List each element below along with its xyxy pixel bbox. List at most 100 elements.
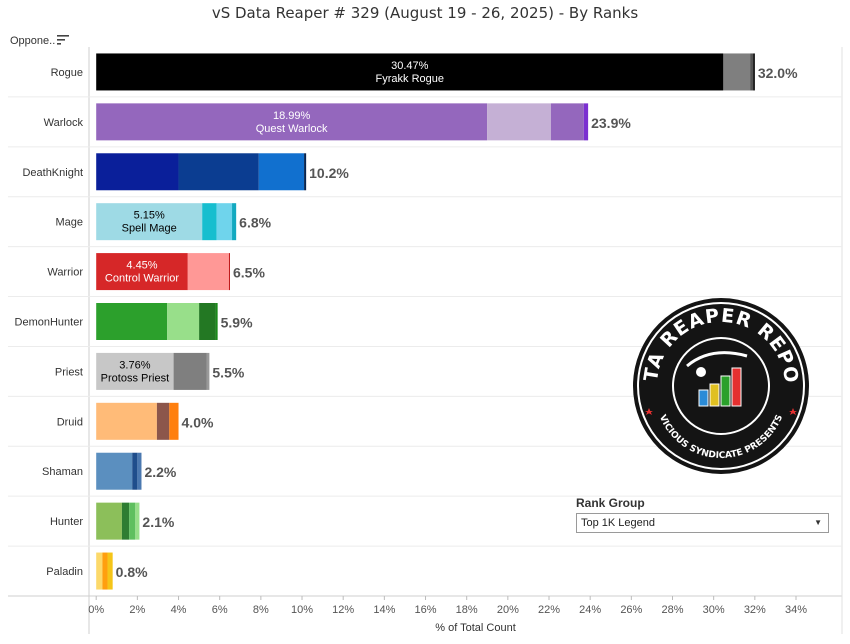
segment-percent-label: 4.45% [126, 260, 157, 272]
segment-deck-label: Quest Warlock [256, 123, 328, 135]
logo-star-right-icon [789, 408, 797, 415]
x-tick-label: 32% [744, 604, 766, 616]
bar-segment [304, 153, 307, 191]
bar-segment [96, 53, 724, 91]
sort-descending-icon[interactable] [57, 34, 69, 46]
bar-segment [583, 103, 589, 141]
bar-segment [750, 53, 754, 91]
bar-segment [96, 303, 168, 340]
x-axis-title: % of Total Count [435, 622, 516, 634]
segment-deck-label: Control Warrior [105, 273, 179, 285]
x-tick-label: 22% [538, 604, 560, 616]
x-tick-label: 0% [88, 604, 104, 616]
bar-segment [187, 253, 229, 291]
category-label: Hunter [50, 516, 83, 528]
logo-outer-border [637, 302, 805, 470]
logo-bar-icon [709, 383, 720, 407]
rank-group-label: Rank Group [576, 496, 645, 510]
bar-total-label: 5.5% [212, 364, 244, 380]
bar-segment [167, 303, 200, 340]
bar-segment [96, 153, 179, 191]
bar-total-label: 6.5% [233, 265, 265, 281]
segment-deck-label: Spell Mage [122, 223, 177, 235]
x-tick-label: 16% [415, 604, 437, 616]
rank-group-selected: Top 1K Legend [581, 517, 656, 529]
segment-percent-label: 18.99% [273, 110, 311, 122]
bar-segment [723, 53, 751, 91]
segment-percent-label: 30.47% [391, 60, 429, 72]
x-tick-label: 34% [785, 604, 807, 616]
bar-segment [129, 502, 136, 540]
x-tick-label: 4% [171, 604, 187, 616]
rank-group-select[interactable]: Top 1K Legend ▼ [576, 513, 829, 533]
bar-segment [169, 402, 179, 440]
bar-segment [96, 103, 488, 141]
bar-total-label: 4.0% [182, 414, 214, 430]
chart-title: vS Data Reaper # 329 (August 19 - 26, 20… [211, 4, 639, 22]
segment-percent-label: 3.76% [119, 359, 150, 371]
bar-segment [132, 452, 138, 490]
bar-segment [107, 552, 113, 590]
bar-segment [178, 153, 259, 191]
bar-segment [215, 303, 218, 340]
x-tick-label: 28% [661, 604, 683, 616]
bar-segment [156, 402, 170, 440]
segment-deck-label: Fyrakk Rogue [376, 73, 444, 85]
bar-segment [135, 502, 140, 540]
bar-segment [96, 203, 203, 241]
x-tick-label: 14% [373, 604, 395, 616]
bar-segment [753, 53, 755, 91]
category-label: DemonHunter [15, 317, 84, 329]
x-tick-label: 12% [332, 604, 354, 616]
logo-scythe-icon [686, 351, 748, 368]
bar-segment [96, 402, 157, 440]
bar-segment [232, 203, 237, 241]
bar-total-label: 32.0% [758, 65, 798, 81]
x-tick-label: 26% [620, 604, 642, 616]
bar-segment [96, 452, 133, 490]
category-label: Mage [55, 217, 83, 229]
x-tick-label: 2% [129, 604, 145, 616]
x-tick-label: 30% [703, 604, 725, 616]
x-tick-label: 6% [212, 604, 228, 616]
category-label: Warlock [44, 117, 84, 129]
bar-segment [199, 303, 216, 340]
category-label: Priest [55, 366, 83, 378]
logo-bar-icon [720, 375, 731, 407]
bar-segment [206, 352, 210, 390]
column-header-opponent[interactable]: Oppone.. [10, 35, 56, 47]
bar-segment [202, 203, 217, 241]
bar-segment [102, 552, 108, 590]
logo-bar-icon [698, 389, 709, 407]
bar-segment [487, 103, 551, 141]
category-label: Shaman [42, 466, 83, 478]
bar-segment [173, 352, 207, 390]
bar-segment [96, 502, 122, 540]
bar-segment [258, 153, 305, 191]
logo-bar-icon [731, 367, 742, 407]
bar-segment [96, 552, 103, 590]
bar-segment [216, 203, 233, 241]
bar-total-label: 5.9% [221, 315, 253, 331]
bar-segment [96, 352, 174, 390]
bar-total-label: 2.2% [144, 464, 176, 480]
segment-deck-label: Protoss Priest [101, 372, 169, 384]
category-label: Rogue [51, 67, 83, 79]
bar-total-label: 23.9% [591, 115, 631, 131]
x-tick-label: 20% [497, 604, 519, 616]
bar-segment [228, 253, 230, 291]
category-label: Warrior [47, 267, 83, 279]
category-label: DeathKnight [22, 167, 83, 179]
x-tick-label: 18% [456, 604, 478, 616]
bar-total-label: 2.1% [142, 514, 174, 530]
bar-segment [121, 502, 130, 540]
x-tick-label: 8% [253, 604, 269, 616]
x-tick-label: 24% [579, 604, 601, 616]
bar-total-label: 10.2% [309, 165, 349, 181]
segment-percent-label: 5.15% [134, 210, 165, 222]
x-tick-label: 10% [291, 604, 313, 616]
logo-skull-icon [696, 367, 706, 377]
bar-total-label: 6.8% [239, 215, 271, 231]
category-label: Paladin [46, 566, 83, 578]
bar-segment [137, 452, 142, 490]
